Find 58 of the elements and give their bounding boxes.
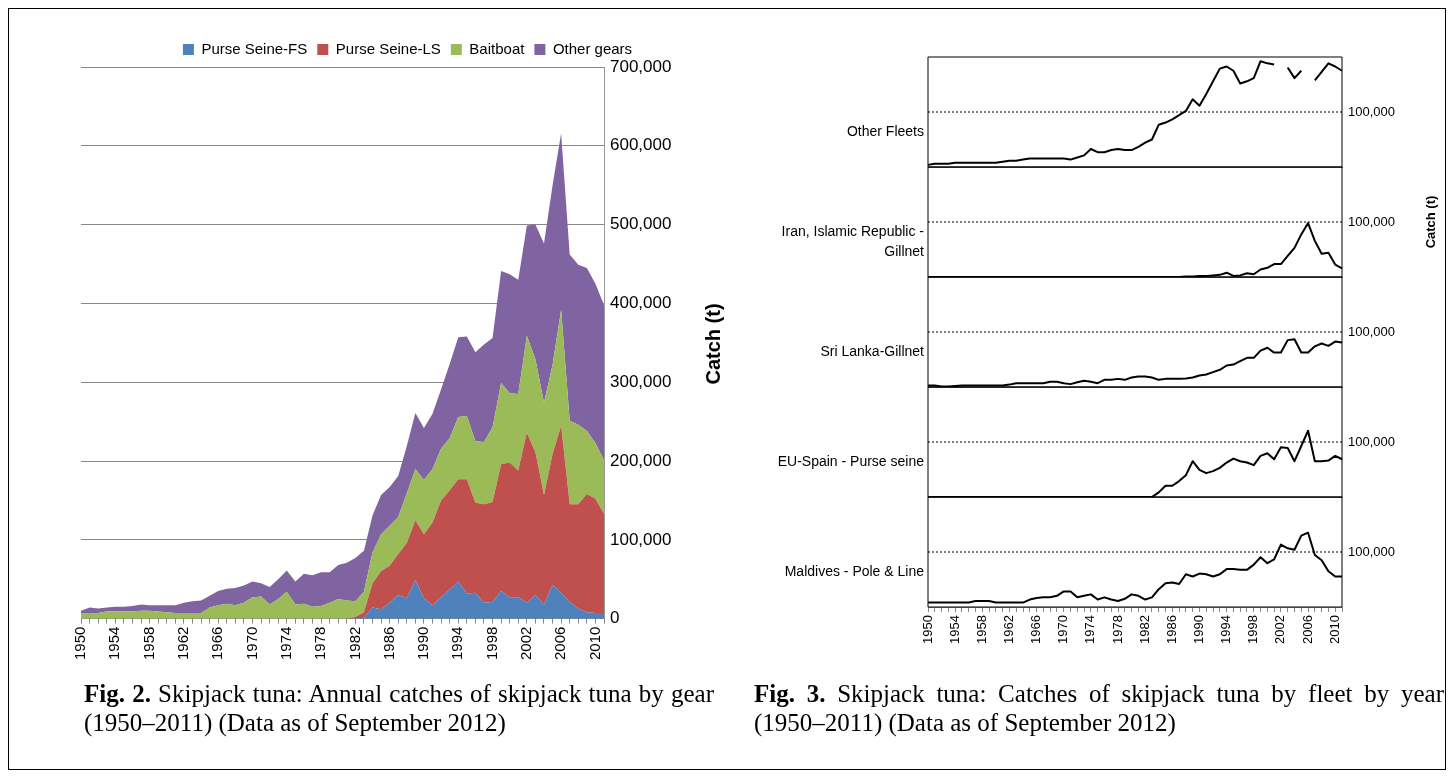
series-label: Iran, Islamic Republic - Gillnet: [780, 222, 924, 261]
y-axis-title: Catch (t): [1423, 195, 1438, 249]
x-tick-label: 1990: [1191, 615, 1207, 644]
text: EU-Spain - Purse seine: [776, 452, 924, 471]
x-tick-label: 2006: [551, 626, 569, 661]
caption: Fig. 2. Skipjack tuna: Annual catches of skipjack tuna by gear (1950–2011) (Data as of September 2012): [84, 679, 715, 737]
y-tick-label: 0: [610, 608, 620, 628]
y-axis-title: Catch (t): [702, 303, 725, 385]
x-tick-label: 1950: [71, 626, 89, 661]
x-tick-label: 1974: [276, 626, 294, 661]
x-tick-label: 1958: [973, 615, 989, 644]
x-tick-label: 1982: [345, 626, 363, 661]
y-tick-label: 500,000: [610, 214, 672, 234]
x-tick-label: 1978: [1109, 615, 1125, 644]
x-tick-label: 2010: [1326, 615, 1342, 644]
x-tick-label: 2002: [1272, 615, 1288, 644]
y-tick-label: 400,000: [610, 293, 672, 313]
y-tick-label: 200,000: [610, 450, 672, 470]
series-label: Other Fleets: [845, 122, 924, 141]
caption: Fig. 3. Skipjack tuna: Catches of skipjack tuna by fleet by year (1950–2011) (Data as of September 2012): [754, 679, 1444, 737]
x-tick-label: 1954: [105, 626, 123, 661]
text: 100,000: [1348, 213, 1395, 229]
x-tick-label: 1970: [1055, 615, 1071, 644]
series-label: Sri Lanka-Gillnet: [819, 342, 924, 361]
x-tick-label: 2002: [516, 626, 534, 661]
text: 100,000: [1348, 323, 1395, 339]
text: 100,000: [1348, 543, 1395, 559]
x-tick-label: 1990: [414, 626, 432, 661]
x-tick-label: 1994: [448, 626, 466, 661]
x-tick-label: 1950: [919, 615, 935, 644]
y-tick-label: 600,000: [610, 135, 672, 155]
x-tick-label: 1954: [946, 615, 962, 644]
x-tick-label: 1998: [1245, 615, 1261, 644]
legend-label: Baitboat: [469, 39, 526, 57]
x-tick-label: 1982: [1136, 615, 1152, 644]
x-tick-label: 1962: [1001, 615, 1017, 644]
x-tick-label: 1974: [1082, 615, 1098, 644]
x-tick-label: 1998: [482, 626, 500, 661]
text: 100,000: [1348, 103, 1395, 119]
x-tick-label: 1966: [208, 626, 226, 661]
x-tick-label: 1986: [1163, 615, 1179, 644]
x-tick-label: 1966: [1028, 615, 1044, 644]
x-tick-label: 2006: [1299, 615, 1315, 644]
y-tick-label: 300,000: [610, 371, 672, 391]
x-tick-label: 1962: [174, 626, 192, 661]
y-tick-label: 700,000: [610, 56, 672, 76]
x-tick-label: 1970: [242, 626, 260, 661]
text: 100,000: [1348, 433, 1395, 449]
x-tick-label: 1986: [379, 626, 397, 661]
legend-label: Purse Seine-LS: [335, 39, 441, 57]
legend-label: Purse Seine-FS: [201, 39, 308, 57]
x-tick-label: 1958: [139, 626, 157, 661]
legend-label: Other gears: [552, 39, 633, 57]
series-label: Maldives - Pole & Line: [783, 562, 924, 581]
x-tick-label: 2010: [585, 626, 603, 661]
y-tick-label: 100,000: [610, 529, 672, 549]
x-tick-label: 1994: [1218, 615, 1234, 644]
x-tick-label: 1978: [311, 626, 329, 661]
